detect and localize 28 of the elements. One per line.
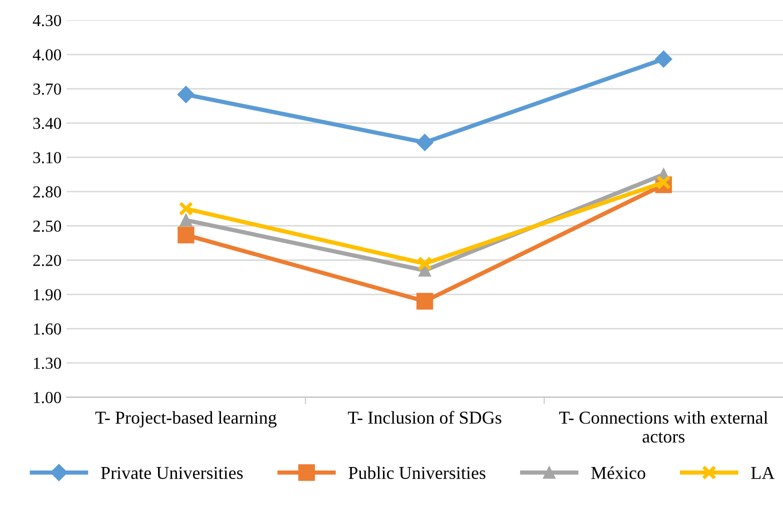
y-tick-label: 2.80 [33,186,62,198]
point [178,201,194,216]
y-tick-label: 1.60 [34,323,62,335]
y-tick-label: 4.00 [32,49,62,61]
x-tick-label: T- Project-based learning [95,411,277,428]
point [417,256,432,271]
point [180,214,192,226]
point [177,86,195,104]
y-tick-label: 2.50 [33,220,62,232]
legend-label: LA [751,466,775,479]
x-tick-label: T- Inclusion of SDGs [348,410,502,424]
y-tick-label: 1.90 [34,289,62,300]
legend-label: Private Universities [101,466,243,480]
y-tick-label: 1.30 [34,358,62,369]
point [416,134,434,152]
y-tick-label: 4.30 [32,14,62,26]
y-tick-label: 1.00 [34,392,62,404]
y-tick-label: 2.20 [33,254,62,266]
point [656,175,671,190]
point [416,292,434,310]
point [655,50,672,68]
x-tick-label: T- Connections with external actors [559,411,768,443]
legend-label: México [591,466,646,480]
y-tick-label: 3.10 [33,152,62,164]
legend-label: Public Universities [348,466,486,480]
y-tick-label: 3.40 [33,118,62,130]
point [178,226,194,244]
y-tick-label: 3.70 [33,83,62,95]
